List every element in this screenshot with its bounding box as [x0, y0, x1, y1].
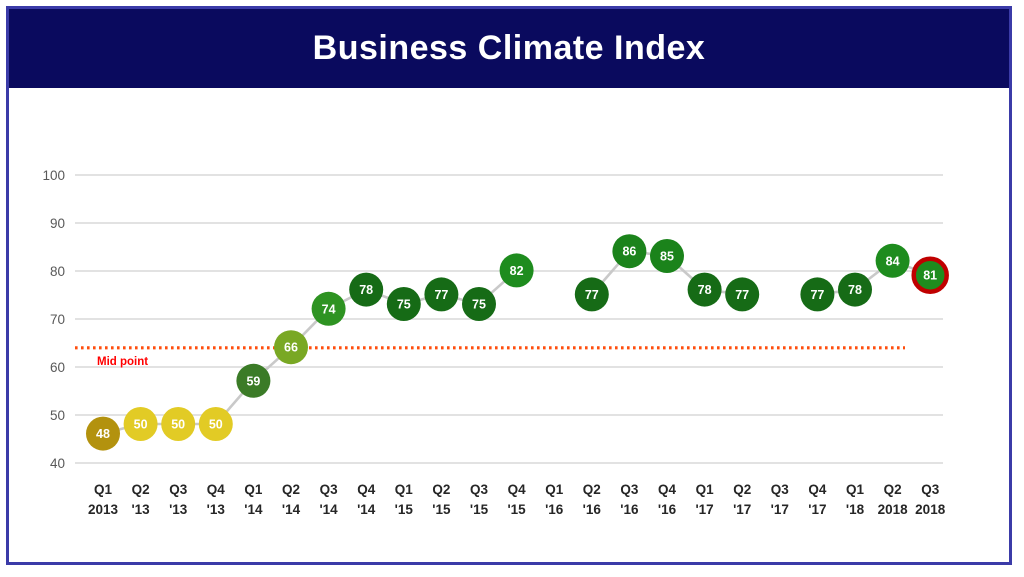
data-point-marker	[86, 416, 120, 451]
data-point-value: 75	[472, 298, 486, 312]
data-point-marker	[161, 407, 196, 441]
data-point-value: 77	[735, 288, 749, 302]
data-point-value: 74	[322, 302, 336, 316]
data-point-value: 85	[660, 250, 674, 264]
data-point-marker	[612, 234, 647, 269]
data-point-value: 75	[397, 298, 411, 312]
x-axis-tick-label: Q4'15	[507, 482, 526, 517]
data-point-value: 77	[585, 288, 599, 302]
title-banner: Business Climate Index	[9, 9, 1009, 88]
data-point-value: 48	[96, 427, 110, 441]
x-axis-tick-label: Q2'16	[583, 482, 602, 517]
data-point-marker	[499, 253, 534, 288]
x-axis-tick-label: Q2'13	[131, 482, 150, 517]
data-point-marker	[574, 277, 609, 312]
y-axis-tick-label: 100	[42, 168, 65, 183]
data-point-value: 77	[434, 288, 448, 302]
x-axis-tick-label: Q3'17	[771, 482, 790, 517]
x-axis-tick-label: Q1'14	[244, 482, 263, 517]
data-point-value: 81	[923, 269, 937, 283]
data-point-marker	[800, 277, 835, 312]
data-point-marker	[424, 277, 459, 312]
x-axis-tick-label: Q2 2018	[878, 482, 909, 517]
x-axis-tick-label: Q3'16	[620, 482, 639, 517]
x-axis-tick-label: Q4'13	[207, 482, 226, 517]
x-axis-tick-label: Q4'17	[808, 482, 827, 517]
x-axis-tick-label: Q2'17	[733, 482, 751, 517]
chart-svg: 40 50 60 70 80 90 100 Mid point 48 50 50 50 59 66 74 78…	[42, 168, 949, 517]
x-axis-tick-label: Q2'15	[432, 482, 451, 517]
x-axis-tick-label: Q1'17	[695, 482, 714, 517]
data-point-marker	[687, 272, 722, 307]
data-point-marker	[725, 277, 760, 312]
data-point-marker	[349, 272, 384, 307]
x-axis-tick-label: Q4'16	[658, 482, 677, 517]
data-point-value: 50	[134, 418, 148, 432]
x-axis-tick-label: Q2'14	[282, 482, 301, 517]
data-point-marker	[236, 363, 271, 398]
y-axis-tick-label: 90	[50, 216, 65, 231]
y-axis-tick-label: 80	[50, 264, 65, 279]
x-axis-tick-label: Q1 2013	[88, 482, 119, 517]
data-point-value: 66	[284, 341, 298, 355]
data-point-marker	[274, 330, 308, 365]
data-point-value: 50	[171, 418, 185, 432]
data-point-value: 78	[698, 283, 712, 297]
x-axis-tick-label: Q3'13	[169, 482, 188, 517]
x-axis-tick-label: Q1'16	[545, 482, 564, 517]
y-axis-tick-label: 50	[50, 408, 65, 423]
mid-point-label: Mid point	[97, 356, 148, 368]
x-axis-tick-label: Q3 2018	[915, 482, 946, 517]
data-point-value: 59	[246, 374, 260, 388]
data-point-marker	[838, 272, 872, 307]
y-axis-tick-label: 70	[50, 312, 65, 327]
data-point-marker	[198, 407, 233, 441]
business-climate-chart: 40 50 60 70 80 90 100 Mid point 48 50 50 50 59 66 74 78…	[9, 88, 1009, 565]
data-point-marker-highlighted	[911, 256, 949, 294]
x-axis-tick-label: Q4'14	[357, 482, 376, 517]
chart-panel: Business Climate Index 40 50 60 70 80 90 100 Mi…	[6, 6, 1012, 565]
x-axis-tick-label: Q1'15	[395, 482, 414, 517]
x-axis-tick-label: Q1'18	[846, 482, 865, 517]
data-point-value: 86	[622, 245, 636, 259]
data-point-marker	[875, 243, 910, 278]
x-axis-tick-label: Q3'15	[470, 482, 489, 517]
data-point-value: 84	[886, 254, 900, 268]
y-axis-tick-label: 40	[50, 456, 65, 471]
data-point-marker	[123, 407, 158, 441]
data-point-value: 82	[510, 264, 524, 278]
page-title: Business Climate Index	[312, 29, 706, 67]
y-axis-tick-label: 60	[50, 360, 65, 375]
x-axis-tick-label: Q3'14	[319, 482, 338, 517]
data-point-value: 78	[359, 283, 373, 297]
data-point-value: 78	[848, 283, 862, 297]
data-point-marker	[311, 291, 346, 326]
data-point-value: 50	[209, 418, 223, 432]
data-point-value: 77	[810, 288, 824, 302]
data-point-marker	[386, 287, 421, 321]
data-point-marker	[462, 287, 496, 321]
data-point-marker	[650, 239, 684, 273]
